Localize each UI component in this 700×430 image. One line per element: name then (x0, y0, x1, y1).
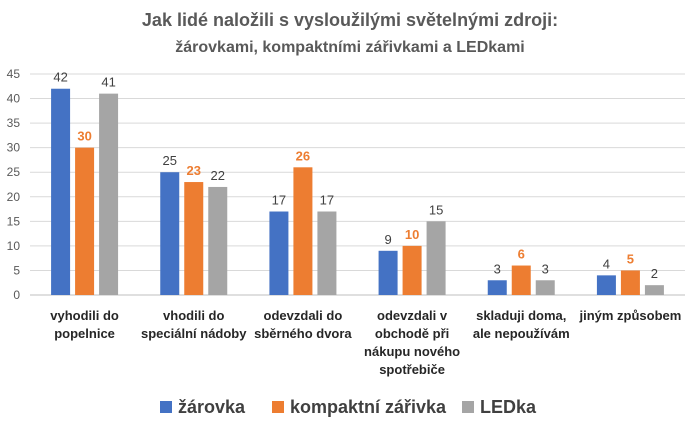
category-label: vyhodili do (50, 308, 119, 323)
y-tick-label: 0 (13, 288, 20, 302)
legend-label: žárovka (178, 397, 246, 417)
y-tick-label: 10 (7, 239, 21, 253)
data-label: 42 (53, 70, 67, 85)
y-tick-label: 20 (7, 190, 21, 204)
data-label: 9 (384, 232, 391, 247)
bar-5-2 (644, 285, 664, 295)
bar-3-2 (426, 221, 446, 295)
legend-swatch (462, 401, 474, 413)
legend-label: kompaktní zářivka (290, 397, 447, 417)
bar-1-1 (184, 182, 204, 295)
x-axis: vyhodili do popelnice vhodili do speciální … (50, 308, 681, 377)
data-label: 10 (405, 227, 419, 242)
category-label: skladuji doma, (476, 308, 566, 323)
legend: žárovka kompaktní zářivka LEDka (160, 397, 537, 417)
data-labels: 42 30 41 25 23 22 17 26 17 9 10 15 3 6 3 4 5 2 (53, 70, 658, 281)
legend-swatch (272, 401, 284, 413)
gridlines (30, 73, 685, 296)
data-label: 3 (542, 261, 549, 276)
chart-subtitle: žárovkami, kompaktními zářivkami a LEDka… (175, 39, 524, 56)
data-label: 41 (101, 75, 115, 90)
y-tick-label: 35 (7, 116, 21, 130)
bar-1-2 (208, 186, 228, 295)
legend-label: LEDka (480, 397, 537, 417)
bars (51, 88, 664, 296)
chart-title: Jak lidé naložili s vysloužilými světeln… (142, 10, 558, 30)
bar-2-0 (269, 211, 289, 295)
legend-swatch (160, 401, 172, 413)
data-label: 5 (627, 251, 634, 266)
bar-4-2 (535, 280, 555, 295)
category-label: speciální nádoby (141, 326, 247, 341)
category-label: vhodili do (163, 308, 224, 323)
bar-1-0 (160, 172, 180, 295)
bar-2-2 (317, 211, 337, 295)
category-label: spotřebiče (379, 362, 445, 377)
data-label: 26 (296, 148, 310, 163)
data-label: 25 (163, 153, 177, 168)
y-tick-label: 15 (7, 214, 21, 228)
y-tick-label: 45 (7, 67, 21, 81)
data-label: 17 (320, 193, 334, 208)
bar-3-1 (402, 245, 422, 295)
data-label: 17 (272, 193, 286, 208)
category-label: popelnice (54, 326, 115, 341)
y-tick-label: 30 (7, 141, 21, 155)
y-axis: 0 5 10 15 20 25 30 35 40 45 (7, 67, 21, 302)
data-label: 22 (211, 168, 225, 183)
bar-4-0 (487, 280, 507, 295)
bar-5-0 (596, 275, 616, 295)
category-label: obchodě při (375, 326, 449, 341)
bar-3-0 (378, 250, 398, 295)
data-label: 2 (651, 266, 658, 281)
data-label: 23 (187, 163, 201, 178)
bar-4-1 (511, 265, 531, 295)
bar-5-1 (620, 270, 640, 295)
category-label: sběrného dvora (254, 326, 352, 341)
y-tick-label: 25 (7, 165, 21, 179)
category-label: odevzdali v (377, 308, 448, 323)
data-label: 6 (518, 247, 525, 262)
category-label: odevzdali do (264, 308, 343, 323)
bar-0-0 (51, 88, 71, 295)
category-label: ale nepoužívám (473, 326, 570, 341)
data-label: 3 (494, 261, 501, 276)
data-label: 4 (603, 256, 610, 271)
y-tick-label: 40 (7, 92, 21, 106)
bar-0-1 (75, 147, 95, 295)
category-label: jiným způsobem (578, 308, 681, 323)
bar-2-1 (293, 167, 313, 295)
y-tick-label: 5 (13, 263, 20, 277)
data-label: 15 (429, 202, 443, 217)
data-label: 30 (77, 129, 91, 144)
bar-0-2 (99, 93, 119, 296)
category-label: nákupu nového (364, 344, 460, 359)
